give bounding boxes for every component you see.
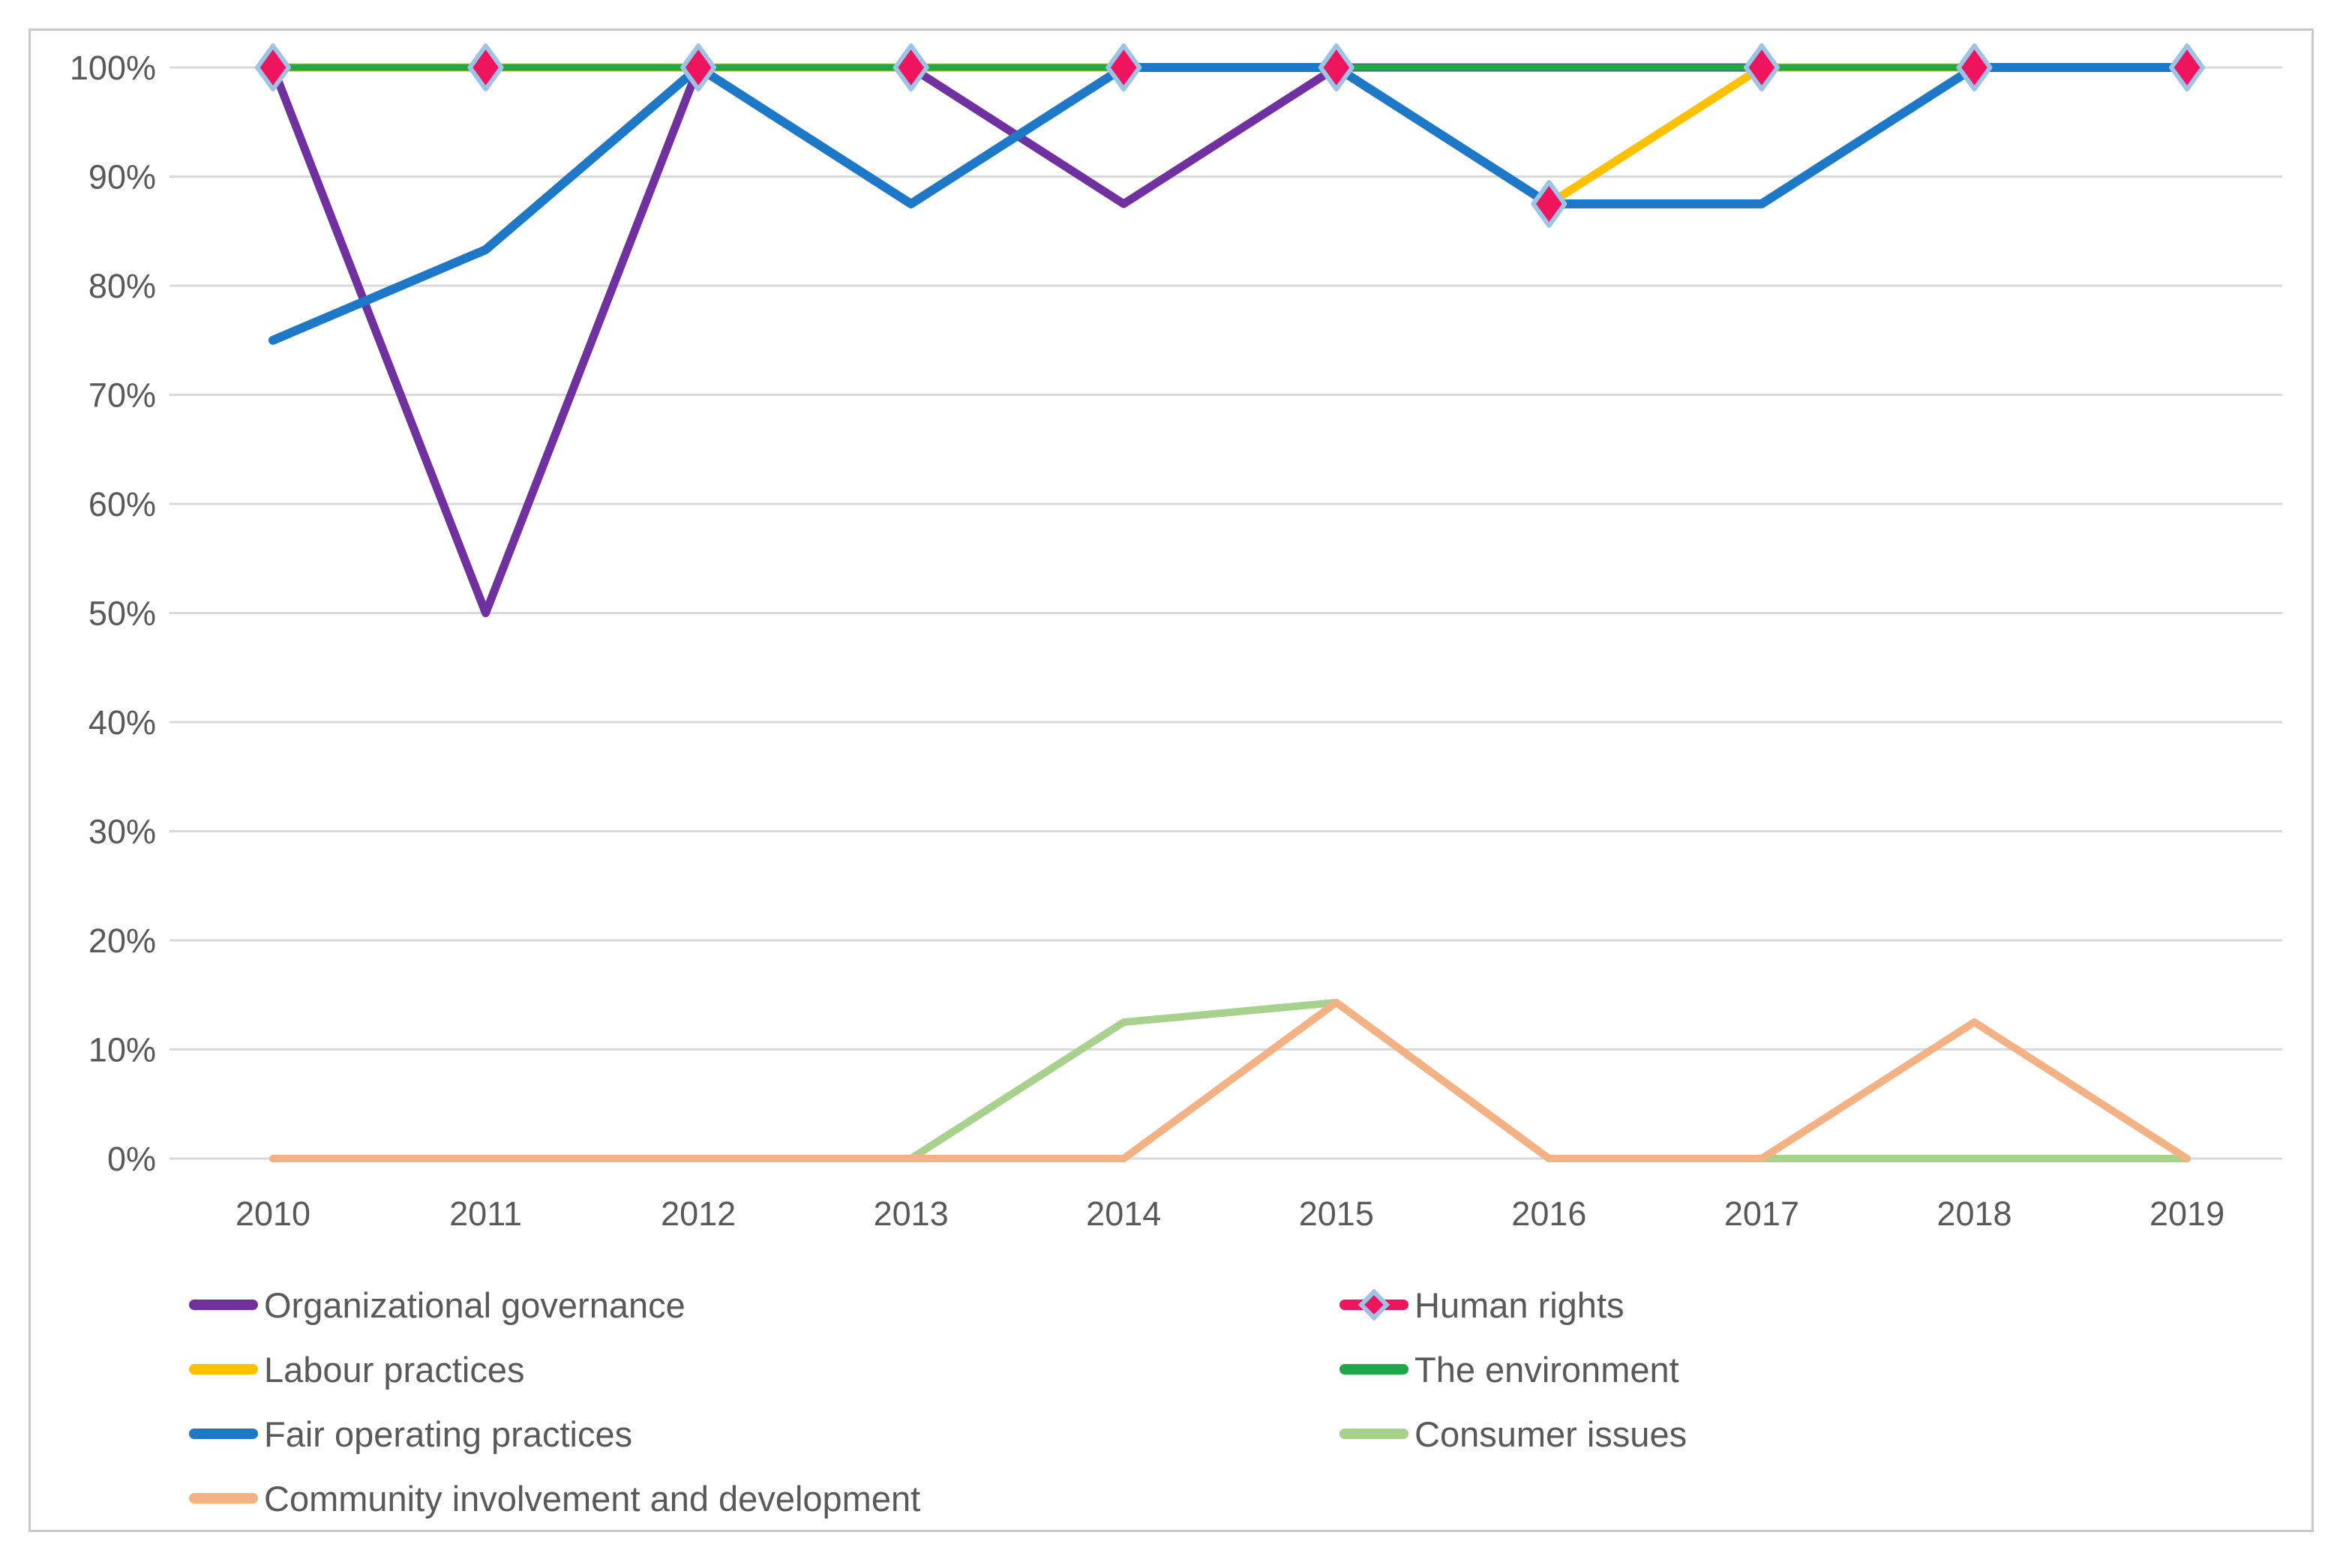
y-axis-tick-label: 20% [88,922,156,960]
y-axis-tick-label: 60% [88,485,156,523]
x-axis-year-label: 2010 [236,1195,310,1233]
x-axis-year-label: 2017 [1724,1195,1799,1233]
x-axis-year-label: 2011 [449,1195,522,1233]
x-axis-year-label: 2016 [1511,1195,1586,1233]
series-line-organizational-governance [268,63,2192,617]
human-rights-diamond-marker [1106,43,1142,91]
human-rights-diamond-marker [255,43,291,91]
x-axis-year-label: 2018 [1936,1195,2012,1233]
y-axis-tick-label: 100% [70,49,156,87]
y-axis-tick-label: 0% [107,1140,156,1178]
y-axis-tick-label: 80% [88,267,156,305]
x-axis-year-label: 2012 [661,1195,736,1233]
human-rights-diamond-marker [1956,43,1993,91]
human-rights-diamond-marker [680,43,717,91]
x-axis-year-label: 2014 [1086,1195,1161,1233]
y-axis-tick-label: 30% [88,813,156,851]
human-rights-diamond-marker [1318,43,1354,91]
human-rights-diamond-marker [2169,43,2206,91]
y-axis-tick-label: 90% [88,158,156,196]
human-rights-diamond-marker [1743,43,1780,91]
y-axis-tick-label: 10% [88,1031,156,1069]
human-rights-diamond-marker [1531,179,1568,228]
series-line-fair-operating-practices [268,63,2192,345]
x-axis-year-label: 2015 [1299,1195,1374,1233]
human-rights-diamond-marker [892,43,929,91]
x-axis-year-label: 2013 [874,1195,949,1233]
y-axis-tick-label: 50% [88,595,156,633]
y-axis-tick-label: 40% [88,703,156,742]
series-line-community-involvement-and-development [269,998,2192,1162]
human-rights-diamond-marker [467,43,504,91]
x-axis-year-label: 2019 [2150,1195,2224,1233]
y-axis-tick-label: 70% [88,376,156,415]
